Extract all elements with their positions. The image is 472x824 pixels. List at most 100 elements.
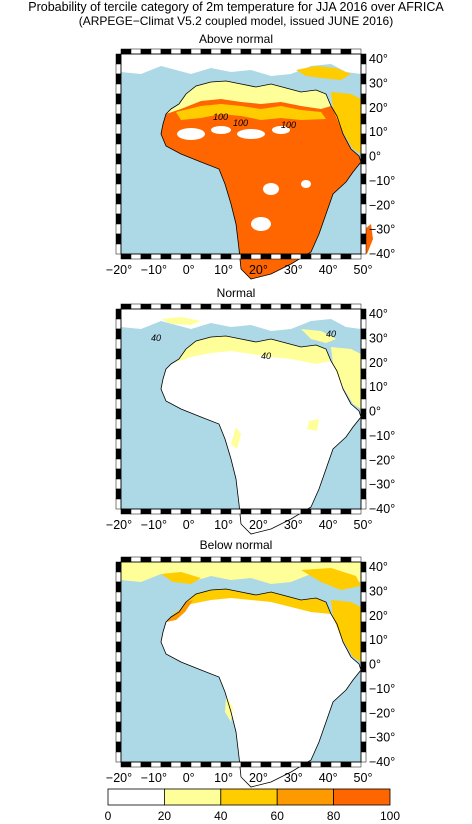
frame-segment <box>210 556 222 563</box>
frame-segment <box>115 123 122 135</box>
frame-segment <box>115 438 122 450</box>
longitude-labels-panel-3: −20° −10° 0° 10° 20° 30° 40° 50° <box>106 771 373 785</box>
frame-segment <box>160 508 172 515</box>
frame-segment <box>140 508 152 515</box>
frame-segment <box>360 671 367 683</box>
frame-segment <box>130 556 142 563</box>
frame-segment <box>115 213 122 225</box>
frame-segment <box>360 388 367 400</box>
frame-segment <box>115 143 122 155</box>
colorbar-bin <box>163 788 222 806</box>
frame-segment <box>200 253 212 260</box>
map-panel-below-normal <box>121 562 373 788</box>
frame-segment <box>290 48 302 55</box>
longitude-tick-label: 40° <box>319 263 338 277</box>
latitude-tick-label: 40° <box>369 52 388 66</box>
frame-segment <box>360 458 367 470</box>
frame-segment <box>320 556 332 563</box>
colorbar: 0 20 40 60 80 100 <box>105 788 400 823</box>
frame-segment <box>115 53 122 65</box>
frame-segment <box>115 681 122 693</box>
frame-segment <box>140 303 152 310</box>
frame-segment <box>360 203 367 215</box>
frame-segment <box>360 711 367 723</box>
latitude-tick-label: −40° <box>369 755 395 769</box>
frame-segment <box>270 303 282 310</box>
longitude-tick-label: −10° <box>141 263 167 277</box>
frame-segment <box>260 48 272 55</box>
frame-segment <box>150 508 162 515</box>
frame-segment <box>260 761 272 768</box>
frame-segment <box>115 308 122 320</box>
frame-segment <box>115 193 122 205</box>
frame-segment <box>115 133 122 145</box>
frame-segment <box>180 761 192 768</box>
frame-segment <box>180 508 192 515</box>
frame-segment <box>220 556 232 563</box>
frame-segment <box>360 611 367 623</box>
frame-segment <box>360 428 367 440</box>
frame-segment <box>180 48 192 55</box>
frame-segment <box>190 253 202 260</box>
frame-segment <box>360 328 367 340</box>
frame-segment <box>280 508 292 515</box>
frame-segment <box>115 163 122 175</box>
longitude-tick-label: 30° <box>284 518 303 532</box>
frame-segment <box>220 253 232 260</box>
frame-segment <box>115 458 122 470</box>
frame-segment <box>240 556 252 563</box>
latitude-tick-label: −40° <box>369 247 395 261</box>
frame-segment <box>115 448 122 460</box>
frame-segment <box>280 556 292 563</box>
frame-segment <box>280 303 292 310</box>
frame-segment <box>170 303 182 310</box>
frame-segment <box>115 358 122 370</box>
frame-segment <box>360 213 367 225</box>
frame-segment <box>250 48 262 55</box>
longitude-tick-label: 0° <box>183 263 195 277</box>
latitude-tick-label: −10° <box>369 429 395 443</box>
frame-segment <box>310 508 322 515</box>
frame-segment <box>115 671 122 683</box>
frame-segment <box>115 691 122 703</box>
longitude-tick-label: 0° <box>183 518 195 532</box>
frame-segment <box>115 233 122 245</box>
frame-segment <box>360 233 367 245</box>
frame-segment <box>360 438 367 450</box>
longitude-tick-label: −20° <box>106 518 132 532</box>
frame-segment <box>250 761 262 768</box>
longitude-tick-label: 20° <box>249 263 268 277</box>
frame-segment <box>115 561 122 573</box>
frame-segment <box>360 751 367 763</box>
frame-segment <box>210 508 222 515</box>
panel-title-normal: Normal <box>216 286 256 300</box>
frame-segment <box>115 661 122 673</box>
frame-segment <box>360 308 367 320</box>
frame-segment <box>280 253 292 260</box>
frame-segment <box>360 661 367 673</box>
frame-segment <box>115 741 122 753</box>
frame-segment <box>115 711 122 723</box>
frame-segment <box>115 408 122 420</box>
frame-segment <box>360 173 367 185</box>
latitude-tick-label: 30° <box>369 331 388 345</box>
longitude-tick-label: 0° <box>183 771 195 785</box>
frame-segment <box>115 428 122 440</box>
frame-segment <box>130 48 142 55</box>
frame-segment <box>120 761 132 768</box>
frame-segment <box>115 641 122 653</box>
colorbar-tick-label: 40 <box>214 809 228 823</box>
frame-segment <box>360 468 367 480</box>
frame-segment <box>115 418 122 430</box>
frame-segment <box>115 93 122 105</box>
frame-segment <box>270 48 282 55</box>
map-border <box>120 561 362 763</box>
frame-segment <box>120 303 132 310</box>
frame-segment <box>115 103 122 115</box>
frame-segment <box>360 571 367 583</box>
frame-segment <box>300 253 312 260</box>
latitude-tick-label: 10° <box>369 125 388 139</box>
frame-segment <box>130 253 142 260</box>
frame-segment <box>120 253 132 260</box>
frame-segment <box>230 253 242 260</box>
